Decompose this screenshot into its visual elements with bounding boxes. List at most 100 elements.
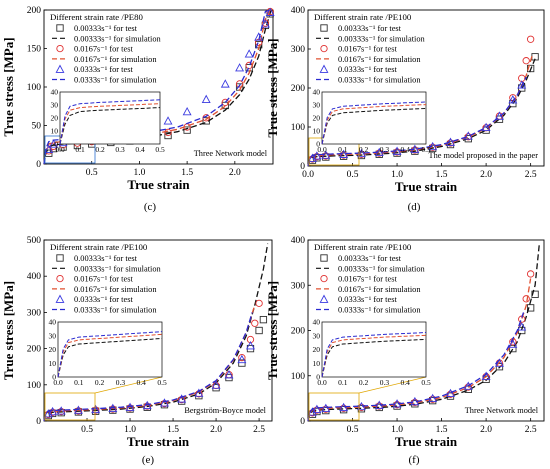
legend-entry: 0.0333s⁻¹ for test	[338, 65, 397, 74]
y-tick-label: 300	[291, 45, 306, 55]
y-tick-label: 100	[27, 83, 42, 93]
legend-entry: 0.0167s⁻¹ for simulation	[338, 285, 421, 294]
y-tick-label: 150	[27, 45, 42, 55]
legend-entry: 0.00333s⁻¹ for test	[338, 254, 402, 263]
inset-y-tick-label: 40	[313, 318, 321, 327]
data-point	[260, 19, 270, 28]
x-axis-title: True strain	[127, 434, 190, 449]
data-point	[246, 341, 255, 350]
inset-x-tick-label: 0.0	[317, 378, 327, 387]
inset-x-tick-label: 0.2	[95, 378, 105, 387]
inset-x-tick-label: 0.4	[137, 378, 147, 387]
inset-series-line	[321, 108, 427, 145]
legend-marker	[55, 294, 65, 303]
data-point	[160, 399, 169, 408]
inset-y-tick-label: 20	[49, 345, 57, 354]
inset-x-tick-label: 0.2	[95, 145, 105, 154]
inset-x-tick-label: 0.1	[74, 378, 84, 387]
x-tick-label: 2.0	[229, 168, 241, 178]
panel-label: (c)	[144, 201, 157, 213]
inset-series-line	[59, 103, 161, 145]
plot-frame	[43, 239, 273, 422]
inset-plot: 0 10 20 30 40 0.0 0.1 0.2 0.3 0.4 0.5	[308, 318, 431, 421]
x-tick-label: 1.5	[436, 170, 448, 180]
data-point	[254, 32, 264, 41]
legend-title: Different strain rate /PE100	[50, 242, 148, 252]
y-tick-label: 0	[300, 417, 305, 427]
y-tick-label: 200	[291, 84, 306, 94]
data-point	[526, 64, 535, 73]
legend-entry: 0.0167s⁻¹ for test	[74, 45, 133, 54]
x-tick-label: 1.0	[391, 170, 403, 180]
legend-marker	[320, 274, 328, 283]
inset-x-tick-label: 0.5	[157, 378, 167, 387]
data-point	[49, 139, 58, 148]
data-point	[522, 57, 530, 65]
data-point	[245, 64, 253, 72]
inset-frame	[321, 321, 427, 378]
zoom-connector	[358, 376, 427, 394]
data-point	[237, 354, 247, 364]
data-point	[255, 326, 263, 335]
inset-y-tick-label: 40	[313, 88, 321, 97]
x-tick-label: 1.0	[124, 425, 136, 435]
legend-entry: 0.0333s⁻¹ for test	[74, 65, 133, 74]
inset-x-tick-label: 0.0	[317, 145, 327, 154]
data-point	[481, 122, 491, 132]
legend-entry: 0.00333s⁻¹ for simulation	[74, 34, 162, 43]
data-point	[517, 80, 527, 89]
inset-x-tick-label: 0.5	[155, 145, 165, 154]
legend-entry: 0.0167s⁻¹ for simulation	[74, 285, 157, 294]
inset-plot: 0 10 20 30 40 0.0 0.1 0.2 0.3 0.4 0.5	[44, 88, 165, 164]
data-point	[164, 128, 172, 137]
model-label: The model proposed in the paper	[429, 151, 539, 160]
y-tick-label: 100	[291, 123, 306, 133]
y-tick-label: 0	[36, 160, 41, 170]
inset-y-tick-label: 20	[313, 345, 321, 354]
panel-label: (e)	[142, 454, 155, 466]
inset-series-line	[59, 107, 161, 145]
legend-marker	[55, 64, 65, 73]
y-tick-label: 400	[27, 272, 42, 282]
y-axis-title: True stress [MPa]	[1, 37, 16, 136]
series-line	[307, 312, 525, 422]
legend-entry: 0.00333s⁻¹ for simulation	[74, 264, 162, 273]
zoom-box	[44, 392, 96, 421]
inset-series-line	[321, 332, 427, 378]
inset-x-tick-label: 0.1	[75, 145, 85, 154]
inset-x-tick-label: 0.2	[359, 145, 369, 154]
legend-entry: 0.0333s⁻¹ for simulation	[338, 306, 421, 315]
y-tick-label: 100	[27, 381, 42, 391]
inset-y-tick-label: 40	[51, 88, 59, 97]
y-tick-label: 200	[27, 6, 42, 16]
series-line	[307, 76, 527, 167]
legend-entry: 0.00333s⁻¹ for test	[338, 24, 402, 33]
inset-frame	[57, 321, 163, 378]
inset-x-tick-label: 0.4	[401, 378, 411, 387]
x-tick-label: 0.5	[86, 168, 98, 178]
x-tick-label: 2.5	[525, 170, 537, 180]
inset-series-line	[321, 338, 427, 378]
y-axis-title: True stress [MPa]	[265, 281, 280, 380]
y-tick-label: 300	[291, 281, 306, 291]
inset-y-tick-label: 10	[49, 359, 57, 368]
y-tick-label: 0	[300, 162, 305, 172]
legend-title: Different strain rate /PE100	[314, 242, 412, 252]
x-tick-label: 0.0	[302, 170, 314, 180]
legend-entry: 0.00333s⁻¹ for test	[74, 254, 138, 263]
y-tick-label: 400	[291, 236, 306, 246]
data-point	[224, 370, 234, 379]
x-tick-label: 2.0	[480, 170, 492, 180]
y-tick-label: 50	[32, 122, 42, 132]
y-tick-label: 200	[291, 327, 306, 337]
inset-y-tick-label: 10	[51, 127, 59, 136]
model-label: Three Network model	[465, 406, 539, 415]
inset-series-line	[321, 104, 427, 145]
data-point	[446, 388, 455, 398]
data-point	[265, 7, 275, 16]
data-point	[44, 144, 54, 154]
inset-plot: 0 10 20 30 40 0.0 0.1 0.2 0.3 0.4 0.5	[44, 318, 167, 421]
data-point	[235, 63, 245, 72]
x-axis-title: True strain	[395, 179, 458, 194]
